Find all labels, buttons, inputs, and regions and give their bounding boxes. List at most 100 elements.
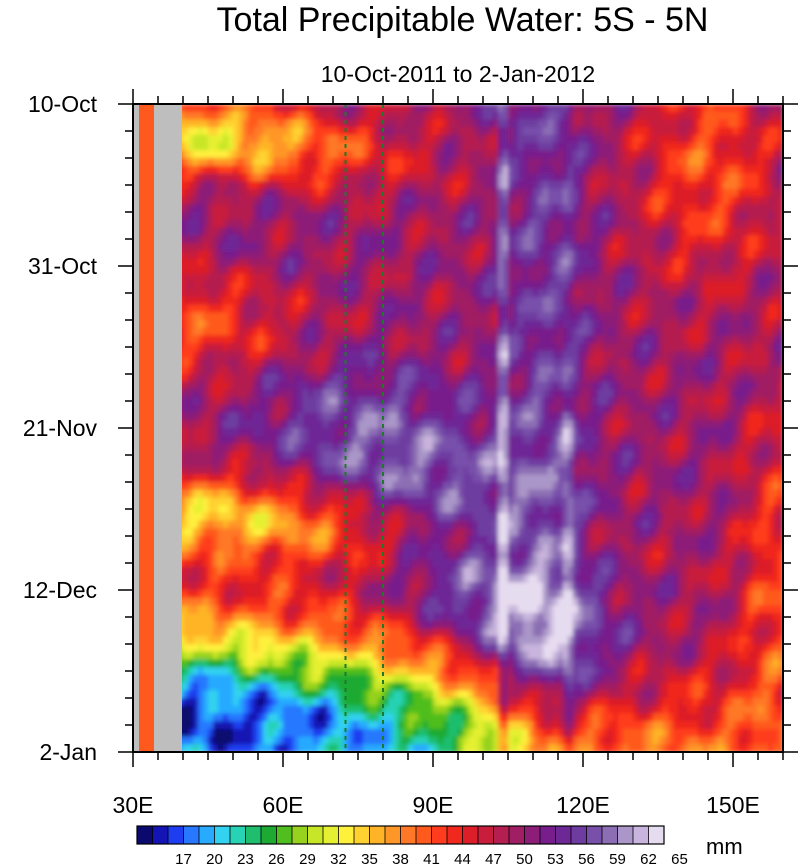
heatmap-cell: [763, 181, 769, 190]
heatmap-cell: [338, 227, 344, 237]
heatmap-cell: [233, 127, 239, 136]
heatmap-cell: [563, 196, 569, 206]
heatmap-cell: [618, 320, 624, 329]
heatmap-cell: [408, 181, 414, 190]
heatmap-cell: [333, 181, 339, 190]
heatmap-cell: [188, 312, 194, 321]
heatmap-cell: [393, 358, 399, 368]
heatmap-cell: [468, 258, 474, 267]
heatmap-cell: [638, 119, 644, 129]
heatmap-cell: [198, 250, 204, 260]
heatmap-cell: [488, 296, 494, 306]
heatmap-cell: [443, 350, 449, 360]
heatmap-cell: [683, 389, 689, 399]
heatmap-cell: [368, 250, 374, 260]
heatmap-cell: [778, 374, 783, 383]
heatmap-cell: [553, 173, 559, 183]
heatmap-cell: [308, 173, 314, 183]
heatmap-cell: [638, 181, 644, 190]
heatmap-cell: [758, 273, 764, 283]
heatmap-cell: [403, 389, 409, 399]
heatmap-cell: [323, 335, 329, 345]
heatmap-cell: [518, 104, 524, 113]
heatmap-cell: [483, 266, 489, 275]
heatmap-cell: [608, 366, 614, 375]
heatmap-cell: [653, 165, 659, 175]
heatmap-cell: [318, 204, 324, 213]
heatmap-cell: [403, 165, 409, 175]
heatmap-cell: [578, 327, 584, 337]
heatmap-cell: [478, 381, 484, 391]
heatmap-cell: [458, 296, 464, 306]
heatmap-cell: [463, 173, 469, 183]
heatmap-cell: [313, 111, 319, 121]
heatmap-cell: [658, 134, 664, 144]
heatmap-cell: [563, 266, 569, 275]
heatmap-cell: [733, 343, 739, 352]
heatmap-cell: [583, 350, 589, 360]
heatmap-cell: [428, 150, 434, 159]
heatmap-cell: [293, 204, 299, 213]
heatmap-cell: [483, 119, 489, 129]
heatmap-cell: [273, 196, 279, 206]
heatmap-cell: [663, 127, 669, 136]
heatmap-cell: [688, 158, 694, 167]
heatmap-cell: [568, 389, 574, 399]
heatmap-cell: [183, 204, 189, 213]
heatmap-cell: [548, 196, 554, 206]
heatmap-cell: [593, 304, 599, 314]
heatmap-cell: [218, 119, 224, 129]
heatmap-cell: [618, 134, 624, 144]
heatmap-cell: [238, 212, 244, 221]
heatmap-cell: [653, 389, 659, 399]
heatmap-cell: [708, 304, 714, 314]
heatmap-cell: [638, 374, 644, 383]
heatmap-cell: [333, 366, 339, 375]
heatmap-cell: [683, 366, 689, 375]
heatmap-cell: [203, 258, 209, 267]
heatmap-cell: [313, 312, 319, 321]
heatmap-cell: [683, 266, 689, 275]
heatmap-cell: [533, 296, 539, 306]
heatmap-cell: [488, 366, 494, 375]
heatmap-cell: [243, 181, 249, 190]
heatmap-cell: [243, 242, 249, 252]
heatmap-cell: [333, 397, 339, 406]
heatmap-cell: [223, 327, 229, 337]
heatmap-cell: [278, 227, 284, 237]
heatmap-cell: [308, 181, 314, 190]
heatmap-cell: [708, 350, 714, 360]
heatmap-cell: [408, 258, 414, 267]
heatmap-cell: [578, 104, 584, 113]
heatmap-cell: [358, 266, 364, 275]
heatmap-cell: [438, 289, 444, 298]
heatmap-cell: [413, 343, 419, 352]
heatmap-cell: [423, 381, 429, 391]
heatmap-cell: [678, 196, 684, 206]
heatmap-cell: [183, 111, 189, 121]
heatmap-cell: [393, 281, 399, 291]
heatmap-cell: [643, 389, 649, 399]
heatmap-cell: [773, 158, 779, 167]
heatmap-cell: [483, 343, 489, 352]
heatmap-cell: [573, 366, 579, 375]
heatmap-cell: [648, 258, 654, 267]
heatmap-cell: [678, 188, 684, 198]
heatmap-cell: [248, 389, 254, 399]
heatmap-cell: [318, 266, 324, 275]
heatmap-cell: [683, 165, 689, 175]
heatmap-cell: [288, 235, 294, 244]
heatmap-cell: [633, 258, 639, 267]
heatmap-cell: [713, 281, 719, 291]
heatmap-cell: [283, 235, 289, 244]
heatmap-cell: [323, 173, 329, 183]
heatmap-cell: [398, 196, 404, 206]
heatmap-cell: [293, 389, 299, 399]
heatmap-cell: [308, 374, 314, 383]
heatmap-cell: [238, 343, 244, 352]
heatmap-cell: [478, 266, 484, 275]
heatmap-cell: [733, 165, 739, 175]
heatmap-cell: [688, 381, 694, 391]
heatmap-cell: [433, 227, 439, 237]
heatmap-cell: [313, 150, 319, 159]
